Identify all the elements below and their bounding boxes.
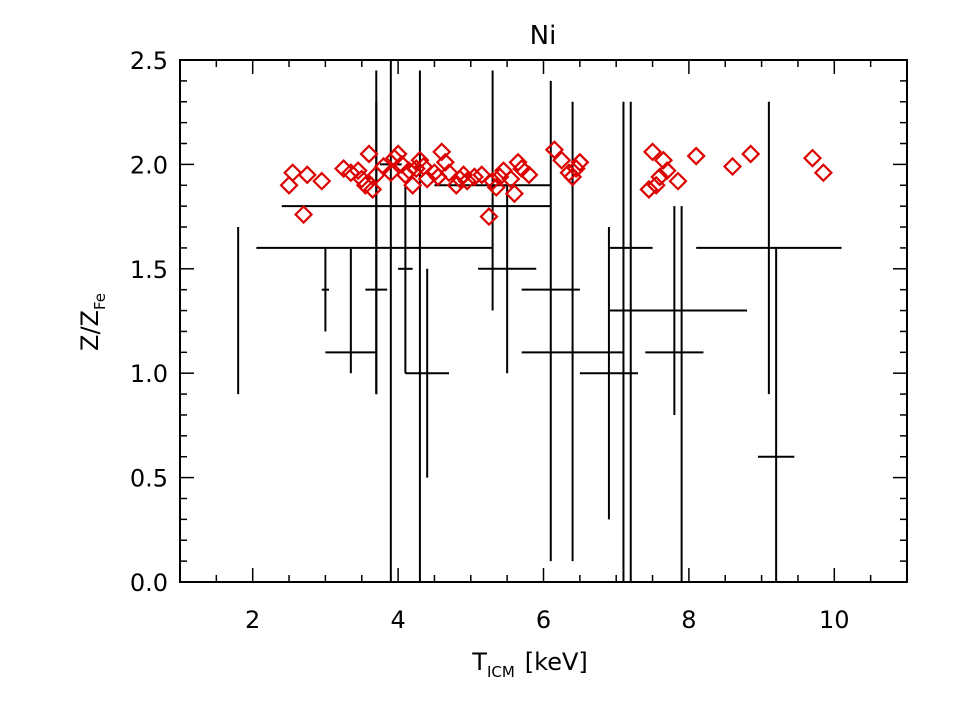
diamond-marker: [283, 163, 303, 183]
x-tick-label: 2: [245, 606, 260, 634]
diamond-marker: [399, 161, 419, 181]
y-tick-label: 1.0: [130, 360, 168, 388]
diamond-marker: [312, 171, 332, 191]
diamond-marker: [802, 148, 823, 168]
x-tick-labels: 2 4 6 8 10: [245, 606, 850, 634]
diamond-marker: [381, 163, 401, 183]
y-tick-label: 0.5: [130, 465, 168, 493]
diamond-marker: [388, 144, 408, 164]
diamond-marker: [294, 204, 314, 225]
y-axis-label-sub: Fe: [91, 293, 109, 310]
measurement-point: [256, 70, 493, 395]
measurement-errorbars: [237, 60, 842, 582]
axis-ticks: [179, 59, 908, 583]
measurement-point: [521, 80, 580, 562]
measurement-point: [608, 101, 653, 582]
diamond-marker: [504, 184, 524, 204]
diamond-marker: [297, 165, 317, 185]
diamond-marker: [279, 175, 299, 195]
measurement-point: [365, 101, 388, 395]
x-axis-label-main: T: [471, 648, 487, 676]
diamond-marker: [464, 167, 484, 187]
diamond-marker: [490, 167, 510, 187]
measurement-point: [696, 101, 842, 395]
diamond-marker: [722, 156, 743, 177]
measurement-point: [757, 247, 795, 582]
diamond-marker: [653, 150, 674, 170]
diamond-marker: [650, 167, 670, 187]
diamond-marker: [359, 144, 379, 164]
diamond-marker: [410, 150, 430, 170]
y-tick-labels: 0.0 0.5 1.0 1.5 2.0 2.5: [130, 47, 168, 597]
diamond-marker: [566, 159, 586, 179]
diamond-marker: [479, 207, 499, 227]
diamond-marker: [657, 161, 677, 181]
diamond-marker: [435, 152, 455, 172]
diamond-marker: [432, 142, 452, 162]
x-tick-label: 6: [536, 606, 551, 634]
y-tick-label: 2.0: [130, 151, 168, 179]
measurement-point: [321, 247, 330, 332]
y-tick-label: 1.5: [130, 256, 168, 284]
measurement-point: [398, 185, 413, 374]
diamond-marker: [544, 140, 564, 160]
diamond-marker: [686, 146, 706, 166]
measurement-point: [325, 247, 377, 374]
y-axis-label-main: Z/Z: [76, 310, 104, 351]
diamond-marker: [570, 152, 590, 172]
diamond-marker: [552, 150, 572, 170]
y-tick-label: 2.5: [130, 47, 168, 75]
measurement-point: [281, 70, 551, 582]
diamond-marker: [508, 152, 528, 172]
measurement-point: [379, 60, 402, 582]
diamond-marker: [813, 163, 833, 183]
diamond-marker: [501, 169, 521, 189]
x-tick-label: 10: [819, 606, 850, 634]
x-tick-label: 4: [390, 606, 405, 634]
diamond-marker: [348, 161, 368, 181]
x-axis-label: TICM [keV]: [471, 648, 587, 681]
diamond-marker: [639, 179, 659, 200]
diamond-marker: [453, 165, 474, 185]
x-tick-label: 8: [681, 606, 696, 634]
diamond-marker: [352, 169, 372, 189]
diamond-marker: [483, 171, 503, 191]
diamond-marker: [642, 142, 663, 162]
x-axis-label-sub: ICM: [487, 663, 515, 681]
diamond-marker: [741, 144, 761, 164]
plot-frame: [179, 59, 908, 583]
diamond-marker: [363, 179, 383, 200]
diamond-marker: [472, 165, 492, 185]
diamond-markers: [279, 140, 833, 227]
diamond-marker: [457, 171, 477, 191]
diamond-marker: [519, 165, 539, 185]
x-axis-label-unit: [keV]: [525, 648, 588, 676]
chart-title: Ni: [530, 21, 557, 51]
diamond-marker: [439, 163, 459, 183]
diamond-marker: [403, 175, 423, 195]
diamond-marker: [417, 169, 437, 189]
measurement-point: [405, 268, 449, 478]
y-axis-label: Z/ZFe: [76, 293, 109, 351]
y-tick-label: 0.0: [130, 569, 168, 597]
diamond-marker: [668, 171, 688, 191]
measurement-point: [579, 227, 639, 520]
diamond-marker: [341, 163, 361, 183]
measurement-point: [478, 185, 537, 374]
measurement-point: [608, 206, 748, 582]
